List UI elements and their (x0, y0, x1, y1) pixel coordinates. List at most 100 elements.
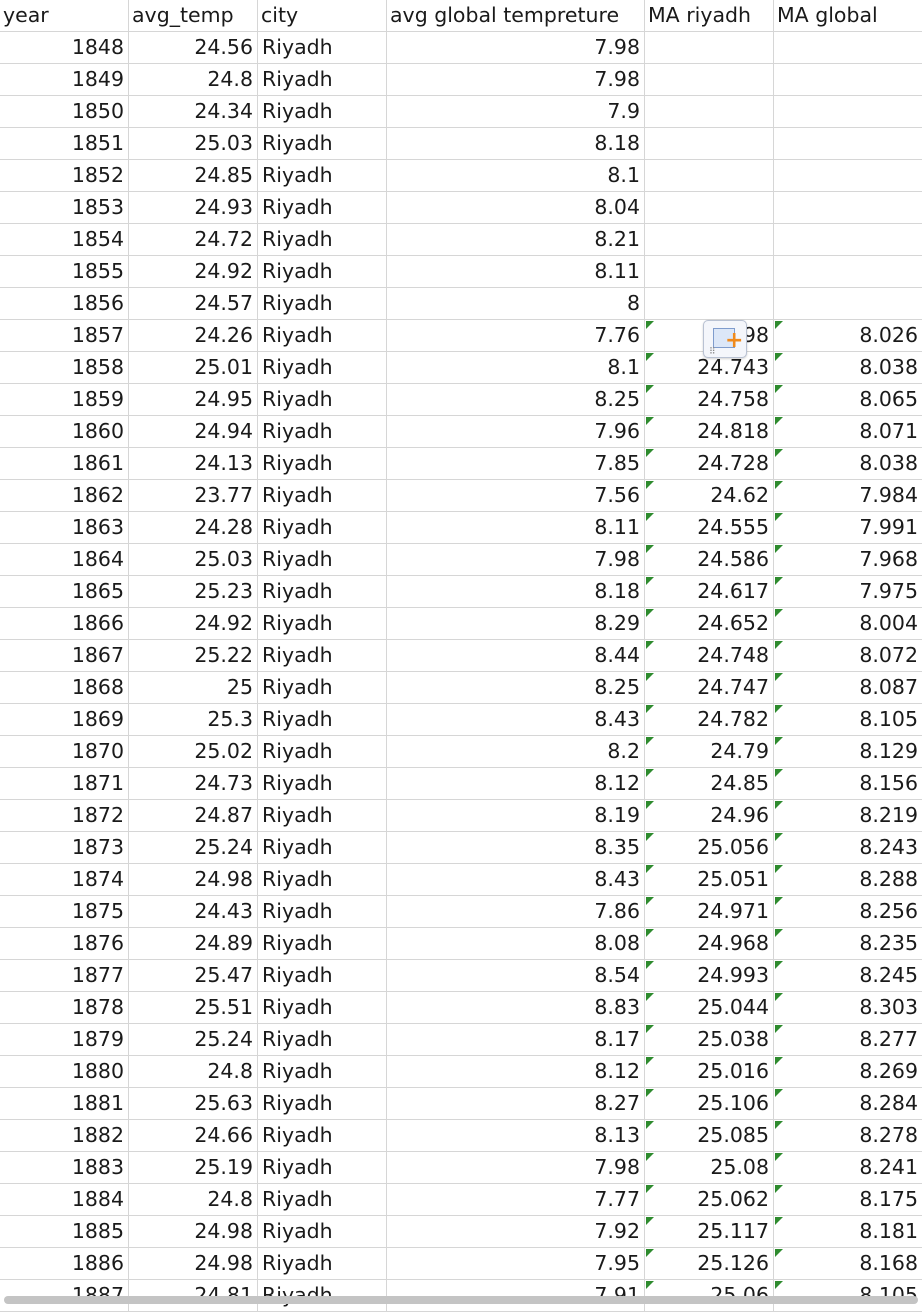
avg-global-temperature-cell[interactable]: 8.1 (387, 160, 645, 192)
ma-global-cell[interactable] (774, 192, 922, 224)
year-cell[interactable]: 1884 (0, 1184, 129, 1216)
year-cell[interactable]: 1862 (0, 480, 129, 512)
city-cell[interactable]: Riyadh (258, 768, 387, 800)
year-cell[interactable]: 1857 (0, 320, 129, 352)
city-cell[interactable]: Riyadh (258, 576, 387, 608)
ma-riyadh-cell[interactable] (645, 256, 774, 288)
avg-temp-cell[interactable]: 25.01 (129, 352, 258, 384)
avg-global-temperature-cell[interactable]: 7.85 (387, 448, 645, 480)
ma-riyadh-cell[interactable]: 24.85 (645, 768, 774, 800)
avg-global-temperature-cell[interactable]: 7.76 (387, 320, 645, 352)
city-cell[interactable]: Riyadh (258, 672, 387, 704)
ma-riyadh-cell[interactable]: 25.085 (645, 1120, 774, 1152)
avg-global-temperature-cell[interactable]: 7.98 (387, 64, 645, 96)
ma-global-cell[interactable] (774, 224, 922, 256)
avg-temp-cell[interactable]: 25.47 (129, 960, 258, 992)
ma-global-cell[interactable]: 8.072 (774, 640, 922, 672)
avg-temp-cell[interactable]: 24.73 (129, 768, 258, 800)
ma-riyadh-cell[interactable]: 24.748 (645, 640, 774, 672)
city-cell[interactable]: Riyadh (258, 384, 387, 416)
avg-temp-cell[interactable]: 25.24 (129, 832, 258, 864)
column-header-avg-global-temperature[interactable]: avg global tempreture (387, 0, 645, 32)
city-cell[interactable]: Riyadh (258, 160, 387, 192)
avg-temp-cell[interactable]: 24.66 (129, 1120, 258, 1152)
avg-temp-cell[interactable]: 24.89 (129, 928, 258, 960)
ma-riyadh-cell[interactable]: 25.08 (645, 1152, 774, 1184)
city-cell[interactable]: Riyadh (258, 416, 387, 448)
avg-global-temperature-cell[interactable]: 8.1 (387, 352, 645, 384)
avg-temp-cell[interactable]: 24.8 (129, 1056, 258, 1088)
year-cell[interactable]: 1868 (0, 672, 129, 704)
ma-riyadh-cell[interactable] (645, 32, 774, 64)
ma-global-cell[interactable]: 8.087 (774, 672, 922, 704)
city-cell[interactable]: Riyadh (258, 800, 387, 832)
avg-global-temperature-cell[interactable]: 8.27 (387, 1088, 645, 1120)
city-cell[interactable]: Riyadh (258, 960, 387, 992)
avg-global-temperature-cell[interactable]: 7.98 (387, 544, 645, 576)
avg-temp-cell[interactable]: 24.8 (129, 1184, 258, 1216)
avg-global-temperature-cell[interactable]: 8.29 (387, 608, 645, 640)
city-cell[interactable]: Riyadh (258, 736, 387, 768)
city-cell[interactable]: Riyadh (258, 256, 387, 288)
ma-riyadh-cell[interactable] (645, 96, 774, 128)
ma-global-cell[interactable]: 8.004 (774, 608, 922, 640)
city-cell[interactable]: Riyadh (258, 640, 387, 672)
city-cell[interactable]: Riyadh (258, 32, 387, 64)
avg-global-temperature-cell[interactable]: 8.83 (387, 992, 645, 1024)
ma-riyadh-cell[interactable]: 24.747 (645, 672, 774, 704)
year-cell[interactable]: 1853 (0, 192, 129, 224)
city-cell[interactable]: Riyadh (258, 1120, 387, 1152)
avg-global-temperature-cell[interactable]: 7.77 (387, 1184, 645, 1216)
year-cell[interactable]: 1852 (0, 160, 129, 192)
ma-global-cell[interactable]: 8.256 (774, 896, 922, 928)
ma-riyadh-cell[interactable]: 25.062 (645, 1184, 774, 1216)
avg-global-temperature-cell[interactable]: 7.96 (387, 416, 645, 448)
city-cell[interactable]: Riyadh (258, 320, 387, 352)
avg-global-temperature-cell[interactable]: 8.08 (387, 928, 645, 960)
ma-riyadh-cell[interactable]: 24.993 (645, 960, 774, 992)
avg-temp-cell[interactable]: 24.13 (129, 448, 258, 480)
ma-global-cell[interactable]: 8.071 (774, 416, 922, 448)
avg-global-temperature-cell[interactable]: 8.19 (387, 800, 645, 832)
year-cell[interactable]: 1871 (0, 768, 129, 800)
avg-temp-cell[interactable]: 24.87 (129, 800, 258, 832)
avg-temp-cell[interactable]: 25 (129, 672, 258, 704)
city-cell[interactable]: Riyadh (258, 864, 387, 896)
avg-global-temperature-cell[interactable]: 8 (387, 288, 645, 320)
ma-riyadh-cell[interactable]: 25.056 (645, 832, 774, 864)
ma-riyadh-cell[interactable]: 24.62 (645, 480, 774, 512)
ma-riyadh-cell[interactable]: 25.117 (645, 1216, 774, 1248)
year-cell[interactable]: 1867 (0, 640, 129, 672)
ma-global-cell[interactable]: 8.038 (774, 352, 922, 384)
year-cell[interactable]: 1854 (0, 224, 129, 256)
avg-global-temperature-cell[interactable]: 8.11 (387, 512, 645, 544)
city-cell[interactable]: Riyadh (258, 992, 387, 1024)
ma-global-cell[interactable]: 8.175 (774, 1184, 922, 1216)
ma-riyadh-cell[interactable]: 24.96 (645, 800, 774, 832)
avg-global-temperature-cell[interactable]: 8.43 (387, 704, 645, 736)
avg-temp-cell[interactable]: 24.93 (129, 192, 258, 224)
city-cell[interactable]: Riyadh (258, 64, 387, 96)
city-cell[interactable]: Riyadh (258, 1184, 387, 1216)
ma-riyadh-cell[interactable]: 24.555 (645, 512, 774, 544)
ma-global-cell[interactable] (774, 32, 922, 64)
ma-global-cell[interactable]: 8.243 (774, 832, 922, 864)
ma-global-cell[interactable]: 8.288 (774, 864, 922, 896)
ma-riyadh-cell[interactable]: 25.044 (645, 992, 774, 1024)
ma-riyadh-cell[interactable]: 25.106 (645, 1088, 774, 1120)
ma-riyadh-cell[interactable]: 24.728 (645, 448, 774, 480)
ma-global-cell[interactable]: 8.245 (774, 960, 922, 992)
ma-global-cell[interactable]: 7.991 (774, 512, 922, 544)
ma-riyadh-cell[interactable]: 24.586 (645, 544, 774, 576)
avg-global-temperature-cell[interactable]: 8.12 (387, 768, 645, 800)
year-cell[interactable]: 1865 (0, 576, 129, 608)
avg-global-temperature-cell[interactable]: 7.56 (387, 480, 645, 512)
ma-riyadh-cell[interactable]: 24.782 (645, 704, 774, 736)
ma-riyadh-cell[interactable]: 25.038 (645, 1024, 774, 1056)
city-cell[interactable]: Riyadh (258, 928, 387, 960)
ma-global-cell[interactable]: 7.984 (774, 480, 922, 512)
year-cell[interactable]: 1863 (0, 512, 129, 544)
ma-riyadh-cell[interactable] (645, 288, 774, 320)
year-cell[interactable]: 1848 (0, 32, 129, 64)
avg-temp-cell[interactable]: 24.26 (129, 320, 258, 352)
